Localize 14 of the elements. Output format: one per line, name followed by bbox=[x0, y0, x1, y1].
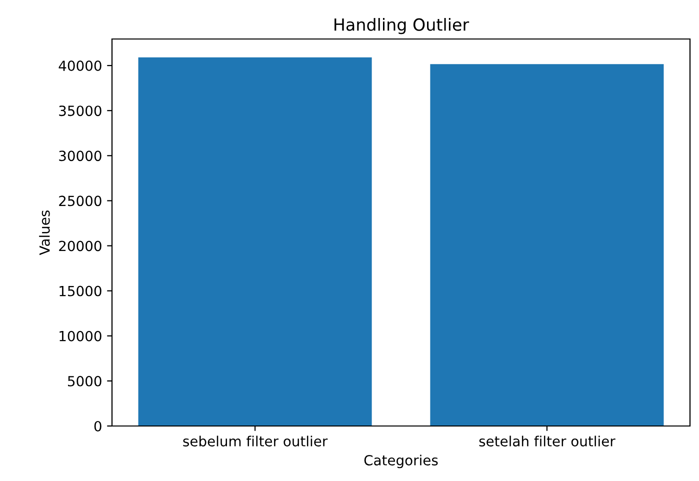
y-tick-label: 5000 bbox=[68, 376, 102, 386]
y-tick-label: 30000 bbox=[59, 150, 102, 162]
y-tick-label: 0 bbox=[94, 420, 102, 432]
x-tick-label: setelah filter outlier bbox=[479, 436, 616, 446]
y-tick-label: 25000 bbox=[59, 196, 102, 206]
y-tick-label: 20000 bbox=[59, 240, 102, 252]
y-tick-label: 15000 bbox=[60, 286, 102, 296]
y-tick-label: 35000 bbox=[59, 106, 102, 116]
y-tick-label: 40000 bbox=[58, 60, 102, 72]
chart-title: Handling Outlier bbox=[334, 18, 470, 34]
x-axis-title: Categories bbox=[364, 454, 438, 468]
y-tick-label: 10000 bbox=[60, 330, 102, 342]
x-tick-label: sebelum filter outlier bbox=[183, 436, 328, 446]
y-axis-title: Values bbox=[39, 210, 50, 256]
